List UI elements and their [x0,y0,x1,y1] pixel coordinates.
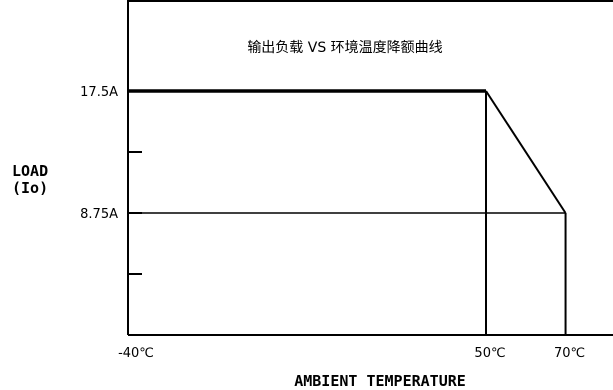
y-axis-label-line2: (Io) [12,179,48,197]
y-tick-label-1: 8.75A [80,207,118,222]
x-tick-label-1: 50℃ [474,346,505,361]
series-layer [128,89,567,214]
guides-layer [128,91,567,335]
x-tick-label-0: -40℃ [118,346,154,361]
tick-labels-layer: 17.5A 8.75A -40℃ 50℃ 70℃ [80,85,585,361]
chart-title: 输出负载 VS 环境温度降额曲线 [247,40,442,56]
x-tick-label-2: 70℃ [554,346,585,361]
x-axis-label: AMBIENT TEMPERATURE [294,372,466,390]
y-tick-label-0: 17.5A [80,85,118,100]
y-axis-label-line1: LOAD [12,162,48,180]
ticks-layer [128,90,142,275]
series-0-slope-1 [485,90,567,214]
